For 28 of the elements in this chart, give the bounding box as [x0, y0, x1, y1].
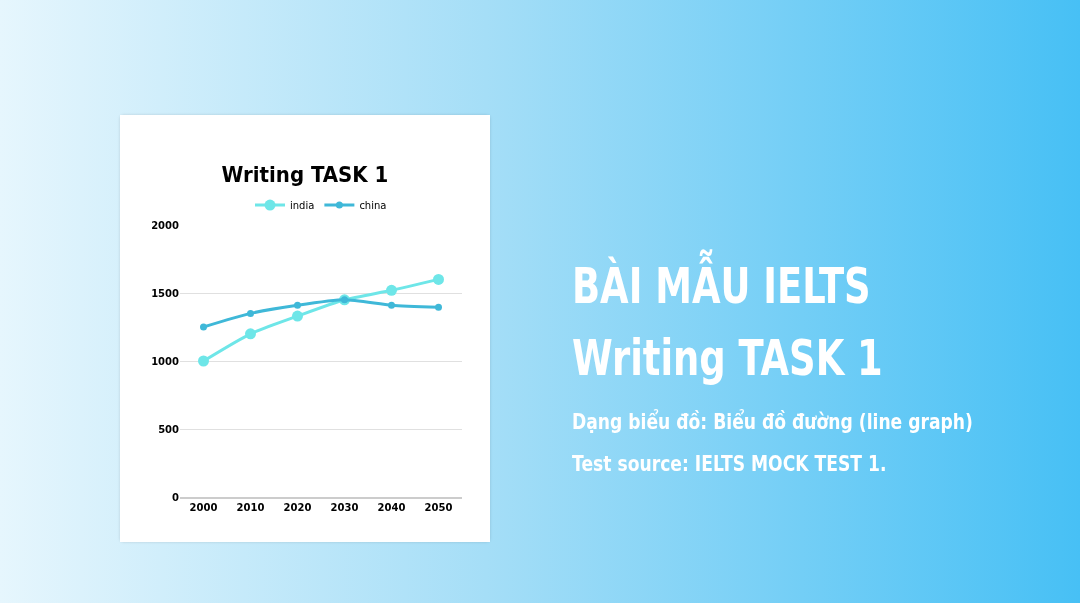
text: Dạng biểu đồ: Biểu đồ đường (line graph) — [572, 408, 973, 436]
y-tick-label: 1000 — [151, 355, 180, 367]
chart-title: Writing TASK 1 — [221, 161, 389, 187]
point — [292, 310, 303, 322]
x-tick-label: 2030 — [330, 502, 359, 513]
point — [294, 301, 301, 309]
point — [247, 309, 254, 317]
point — [435, 303, 442, 311]
point — [433, 273, 444, 285]
point — [386, 284, 397, 296]
point — [245, 328, 256, 340]
x-tick-label: 2020 — [283, 502, 312, 513]
y-tick-label: 2000 — [151, 219, 180, 231]
text: Writing TASK 1 — [572, 328, 884, 389]
x-tick-label: 2040 — [377, 502, 406, 513]
text: BÀI MẪU IELTS — [572, 250, 872, 317]
legend-label: india — [290, 199, 315, 211]
text: Test source: IELTS MOCK TEST 1. — [572, 450, 888, 478]
y-tick-label: 1500 — [151, 287, 180, 299]
y-tick-label: 500 — [158, 423, 180, 435]
point — [388, 301, 395, 309]
point — [198, 355, 209, 367]
y-tick-label: 0 — [172, 491, 180, 503]
x-tick-label: 2010 — [236, 502, 265, 513]
point — [200, 323, 207, 331]
x-tick-label: 2050 — [424, 502, 453, 513]
legend-label: china — [359, 199, 387, 211]
x-tick-label: 2000 — [189, 502, 218, 513]
